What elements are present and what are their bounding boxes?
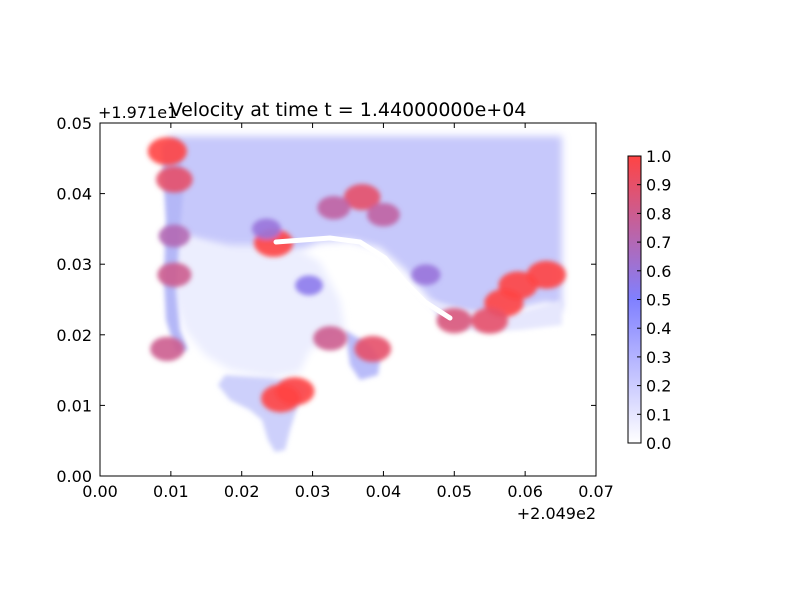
velocity-hotspot	[157, 262, 192, 287]
y-tick-label: 0.05	[56, 114, 92, 133]
velocity-hotspot	[366, 203, 400, 227]
x-tick-label: 0.00	[82, 482, 118, 501]
x-tick-label: 0.05	[436, 482, 472, 501]
x-offset-label: +2.049e2	[517, 504, 596, 523]
velocity-hotspot	[150, 336, 185, 362]
y-axis: 0.00 0.01 0.02 0.03 0.04 0.05	[56, 114, 596, 486]
colorbar-tick-label: 0.9	[646, 176, 671, 195]
x-tick-label: 0.06	[507, 482, 543, 501]
y-tick-label: 0.03	[56, 255, 92, 274]
y-offset-label: +1.971e1	[98, 103, 177, 122]
colorbar-ticks: 0.0 0.1 0.2 0.3 0.4 0.5 0.6 0.7 0.8 0.9 1.0	[637, 147, 671, 453]
x-tick-label: 0.07	[578, 482, 614, 501]
y-tick-label: 0.01	[56, 396, 92, 415]
colorbar-tick-label: 0.3	[646, 348, 671, 367]
x-tick-label: 0.01	[153, 482, 189, 501]
chart-title: Velocity at time t = 1.44000000e+04	[170, 99, 527, 121]
plot-frame	[99, 122, 597, 477]
field-bay-region	[168, 230, 345, 378]
velocity-hotspot	[158, 224, 191, 248]
colorbar-tick-label: 0.8	[646, 204, 671, 223]
velocity-hotspot	[411, 264, 441, 286]
colorbar-tick-label: 0.2	[646, 377, 671, 396]
colorbar-tick-label: 0.0	[646, 434, 671, 453]
colorbar-tick-label: 0.1	[646, 405, 671, 424]
velocity-hotspot	[251, 218, 282, 240]
velocity-hotspot	[354, 335, 392, 363]
velocity-hotspot	[156, 166, 193, 193]
colorbar: 0.0 0.1 0.2 0.3 0.4 0.5 0.6 0.7 0.8 0.9 1.0	[627, 147, 671, 453]
velocity-hotspot	[295, 275, 323, 296]
velocity-hotspot	[313, 326, 348, 351]
x-tick-label: 0.04	[366, 482, 402, 501]
velocity-hotspot	[147, 137, 187, 166]
colorbar-tick-label: 0.7	[646, 233, 671, 252]
velocity-hotspot	[317, 195, 351, 220]
velocity-hotspot	[343, 184, 381, 211]
velocity-hotspots	[147, 137, 567, 413]
flow-streak	[273, 235, 453, 321]
colorbar-tick-label: 1.0	[646, 147, 671, 166]
field-upper-region	[168, 136, 562, 322]
colorbar-tick-label: 0.6	[646, 262, 671, 281]
y-tick-label: 0.02	[56, 326, 92, 345]
x-tick-label: 0.03	[295, 482, 331, 501]
colorbar-tick-label: 0.5	[646, 291, 671, 310]
velocity-hotspot	[275, 377, 315, 406]
colorbar-tick-label: 0.4	[646, 319, 671, 338]
x-tick-label: 0.02	[224, 482, 260, 501]
velocity-hotspot	[471, 307, 509, 334]
velocity-field	[147, 136, 567, 452]
y-tick-label: 0.04	[56, 185, 92, 204]
x-axis: 0.00 0.01 0.02 0.03 0.04 0.05 0.06 0.07	[82, 123, 614, 501]
y-tick-label: 0.00	[56, 467, 92, 486]
